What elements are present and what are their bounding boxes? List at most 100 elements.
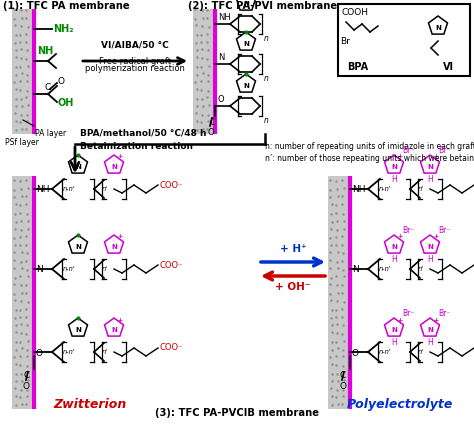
Text: O: O (58, 76, 65, 86)
Text: N: N (111, 244, 117, 250)
Text: PSf layer: PSf layer (5, 138, 39, 147)
Text: Br⁻: Br⁻ (402, 309, 414, 318)
Text: N: N (391, 327, 397, 333)
Text: N: N (435, 25, 441, 31)
Text: ⁺: ⁺ (117, 154, 122, 165)
Text: Br⁻: Br⁻ (438, 309, 450, 318)
Text: NH: NH (36, 184, 49, 193)
Text: COOH: COOH (342, 8, 369, 17)
Text: ⁺: ⁺ (433, 234, 438, 245)
Bar (12, 9, 34, 134)
Text: Br⁻: Br⁻ (402, 226, 414, 235)
Text: C: C (45, 83, 51, 92)
Text: H: H (391, 255, 397, 264)
Text: n-n': n-n' (379, 266, 392, 272)
Text: BPA: BPA (347, 62, 369, 72)
Text: O: O (23, 382, 30, 391)
Text: NH: NH (218, 13, 231, 22)
Text: ⁺: ⁺ (117, 234, 122, 245)
Text: n': n' (418, 266, 424, 272)
Text: n': n' (418, 349, 424, 355)
Text: N: N (243, 1, 249, 7)
Text: (3): TFC PA-PVCIB membrane: (3): TFC PA-PVCIB membrane (155, 408, 319, 418)
Text: (1): TFC PA membrane: (1): TFC PA membrane (3, 1, 129, 11)
Text: BPA/methanol/50 °C/48 h: BPA/methanol/50 °C/48 h (80, 128, 207, 137)
Text: n: n (264, 34, 269, 43)
Text: H: H (427, 175, 433, 184)
Text: ⁺: ⁺ (433, 154, 438, 165)
Text: N: N (427, 244, 433, 250)
Text: NH₂: NH₂ (53, 24, 73, 34)
Text: C: C (24, 371, 30, 380)
Text: ⁺: ⁺ (433, 318, 438, 327)
Text: Br⁻: Br⁻ (402, 146, 414, 155)
Text: O: O (340, 382, 347, 391)
Text: Polyelectrolyte: Polyelectrolyte (347, 398, 453, 411)
Bar (12, 176, 34, 409)
Text: n-n': n-n' (63, 349, 76, 355)
Text: COO⁻: COO⁻ (160, 260, 183, 270)
Text: polymerization reaction: polymerization reaction (85, 64, 185, 73)
Text: O: O (36, 349, 43, 359)
Bar (193, 9, 215, 134)
Text: + H⁺: + H⁺ (280, 244, 306, 254)
Text: N: N (391, 164, 397, 170)
Text: n-n': n-n' (63, 186, 76, 192)
Text: N: N (75, 244, 81, 250)
Text: n’: number of those repeating units which were betainized: n’: number of those repeating units whic… (265, 154, 474, 163)
Text: + OH⁻: + OH⁻ (275, 282, 310, 292)
Text: H: H (427, 338, 433, 347)
Text: ⁺: ⁺ (397, 318, 402, 327)
Text: N: N (391, 244, 397, 250)
Text: N: N (111, 164, 117, 170)
Text: O: O (208, 128, 215, 137)
Bar (338, 4, 470, 76)
Text: ⁺: ⁺ (117, 318, 122, 327)
Text: Zwitterion: Zwitterion (54, 398, 127, 411)
Text: N: N (36, 265, 43, 273)
Text: Free radical graft: Free radical graft (99, 57, 171, 66)
Text: n': n' (418, 186, 424, 192)
Text: N: N (111, 327, 117, 333)
Text: ⁺: ⁺ (397, 154, 402, 165)
Text: H: H (391, 338, 397, 347)
Text: C: C (340, 371, 346, 380)
Text: Betainization reaction: Betainization reaction (80, 142, 193, 151)
Text: COO⁻: COO⁻ (160, 181, 183, 190)
Text: H: H (391, 175, 397, 184)
Text: N: N (218, 53, 224, 62)
Text: n': n' (102, 266, 108, 272)
Bar (328, 176, 350, 409)
Text: OH: OH (58, 98, 74, 108)
Text: N: N (243, 41, 249, 47)
Text: N: N (75, 327, 81, 333)
Text: COO⁻: COO⁻ (160, 343, 183, 352)
Text: n-n': n-n' (379, 349, 392, 355)
Text: n: n (264, 116, 269, 125)
Text: PA layer: PA layer (35, 129, 66, 138)
Text: Br⁻: Br⁻ (438, 226, 450, 235)
Text: n: number of repeating units of imidazole in each grafted chain: n: number of repeating units of imidazol… (265, 142, 474, 151)
Text: n': n' (102, 186, 108, 192)
Text: H: H (427, 255, 433, 264)
Text: N: N (352, 265, 359, 273)
Text: n-n': n-n' (379, 186, 392, 192)
Text: N: N (427, 327, 433, 333)
Text: n: n (264, 74, 269, 83)
Text: n-n': n-n' (63, 266, 76, 272)
Text: O: O (218, 95, 225, 104)
Text: Br: Br (340, 37, 350, 47)
Text: N: N (243, 83, 249, 89)
Text: VI/AIBA/50 °C: VI/AIBA/50 °C (101, 41, 169, 50)
Text: n': n' (102, 349, 108, 355)
Text: N: N (75, 164, 81, 170)
Text: O: O (352, 349, 359, 359)
Text: Br⁻: Br⁻ (438, 146, 450, 155)
Text: (2): TFC PA-PVI membrane: (2): TFC PA-PVI membrane (188, 1, 337, 11)
Text: ⁺: ⁺ (397, 234, 402, 245)
Text: VI: VI (443, 62, 454, 72)
Text: N: N (427, 164, 433, 170)
Text: NH: NH (352, 184, 365, 193)
Text: C: C (209, 118, 215, 127)
Text: NH: NH (37, 46, 53, 56)
